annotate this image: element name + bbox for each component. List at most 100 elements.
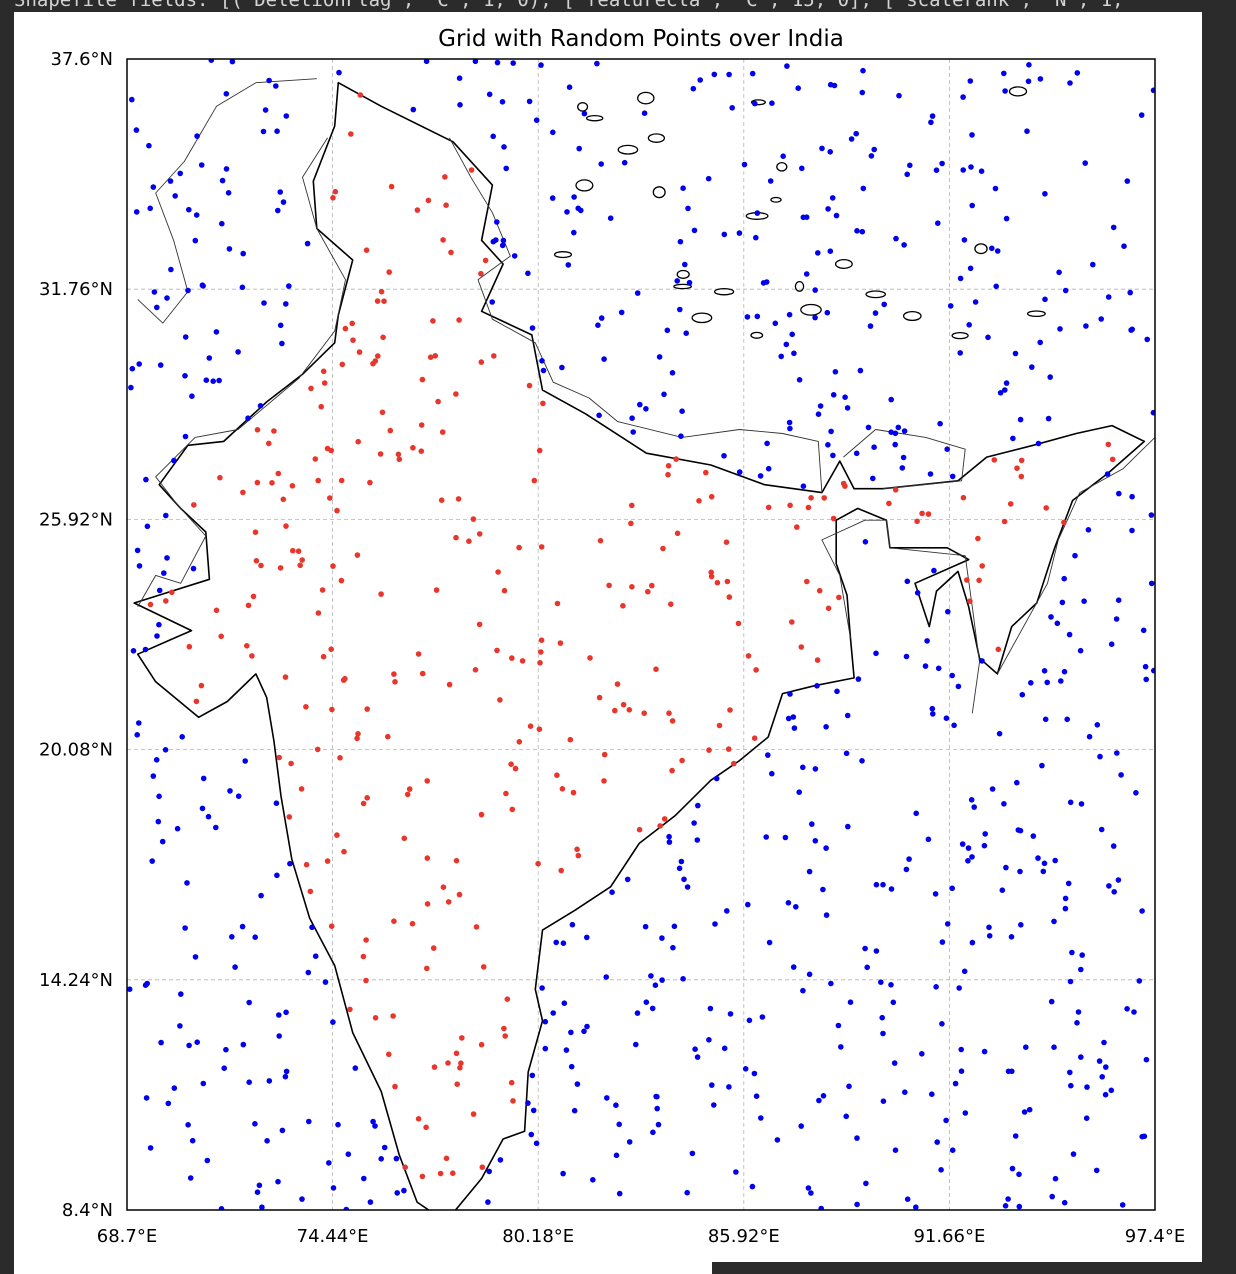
point-outside — [787, 425, 793, 432]
point-inside — [244, 643, 250, 649]
point-inside — [725, 746, 732, 752]
point-outside — [530, 1107, 537, 1114]
point-inside — [466, 538, 472, 544]
point-outside — [890, 999, 897, 1006]
point-outside — [778, 353, 784, 360]
point-outside — [978, 168, 985, 174]
point-outside — [590, 1177, 596, 1183]
point-outside — [862, 945, 868, 952]
point-outside — [637, 401, 643, 408]
point-outside — [823, 724, 829, 730]
point-inside — [708, 493, 715, 500]
point-outside — [867, 323, 874, 329]
point-inside — [735, 620, 742, 627]
point-inside — [332, 188, 339, 195]
point-outside — [824, 309, 831, 316]
point-outside — [245, 415, 251, 422]
point-outside — [279, 1127, 286, 1134]
point-outside — [194, 1039, 200, 1045]
point-outside — [165, 1100, 172, 1107]
point-outside — [969, 132, 975, 138]
point-outside — [907, 162, 913, 169]
point-outside — [892, 1147, 899, 1153]
point-inside — [567, 736, 574, 743]
point-outside — [871, 444, 877, 451]
point-outside — [1035, 440, 1042, 447]
point-outside — [828, 980, 834, 987]
point-outside — [218, 1206, 225, 1210]
point-outside — [127, 986, 133, 992]
point-outside — [335, 1121, 341, 1128]
point-inside — [554, 772, 560, 778]
point-inside — [557, 640, 564, 646]
point-outside — [689, 1150, 696, 1157]
point-outside — [456, 75, 463, 81]
point-outside — [499, 99, 506, 105]
point-outside — [394, 1190, 401, 1196]
point-outside — [130, 648, 137, 654]
point-outside — [1119, 1202, 1126, 1208]
point-outside — [642, 923, 649, 930]
point-outside — [803, 271, 810, 277]
point-outside — [634, 1010, 641, 1016]
point-outside — [957, 350, 963, 356]
point-outside — [143, 1095, 150, 1101]
point-outside — [144, 980, 150, 987]
point-outside — [682, 261, 688, 268]
point-inside — [457, 1065, 463, 1071]
point-inside — [423, 1124, 429, 1131]
point-outside — [219, 177, 226, 184]
point-outside — [949, 473, 956, 480]
point-inside — [558, 867, 564, 874]
point-inside — [254, 479, 261, 486]
point-inside — [472, 667, 479, 673]
point-outside — [626, 1139, 633, 1145]
point-outside — [330, 1019, 336, 1025]
point-inside — [919, 510, 925, 517]
point-outside — [1082, 160, 1088, 166]
point-outside — [812, 314, 818, 321]
point-inside — [501, 587, 508, 594]
point-inside — [669, 767, 675, 774]
point-outside — [154, 304, 160, 311]
point-outside — [1140, 627, 1147, 634]
point-outside — [868, 153, 875, 159]
point-inside — [445, 899, 452, 905]
point-outside — [833, 212, 840, 219]
point-inside — [536, 447, 543, 454]
point-inside — [298, 786, 305, 792]
point-outside — [229, 934, 235, 940]
point-inside — [372, 1015, 379, 1021]
point-outside — [1133, 790, 1139, 796]
point-inside — [414, 207, 421, 213]
point-outside — [1090, 261, 1096, 268]
point-outside — [128, 384, 134, 391]
point-outside — [798, 1123, 804, 1129]
point-inside — [319, 587, 326, 593]
point-outside — [900, 454, 907, 461]
lake-outline — [637, 91, 655, 105]
point-outside — [204, 1157, 211, 1164]
point-outside — [827, 149, 833, 155]
point-outside — [286, 283, 292, 289]
point-inside — [456, 891, 463, 898]
point-outside — [843, 750, 850, 757]
point-outside — [559, 364, 565, 371]
point-outside — [641, 110, 648, 116]
point-inside — [1014, 465, 1020, 472]
point-inside — [424, 901, 431, 907]
point-outside — [695, 802, 701, 809]
point-outside — [235, 349, 241, 355]
point-outside — [598, 315, 605, 321]
point-outside — [951, 722, 957, 729]
point-outside — [865, 424, 872, 431]
point-outside — [186, 1042, 192, 1049]
point-outside — [939, 160, 945, 167]
point-outside — [136, 720, 142, 726]
point-inside — [925, 511, 932, 517]
point-outside — [709, 1082, 715, 1088]
point-outside — [162, 747, 169, 753]
point-inside — [355, 438, 362, 445]
point-inside — [629, 584, 635, 590]
point-outside — [584, 1023, 590, 1030]
